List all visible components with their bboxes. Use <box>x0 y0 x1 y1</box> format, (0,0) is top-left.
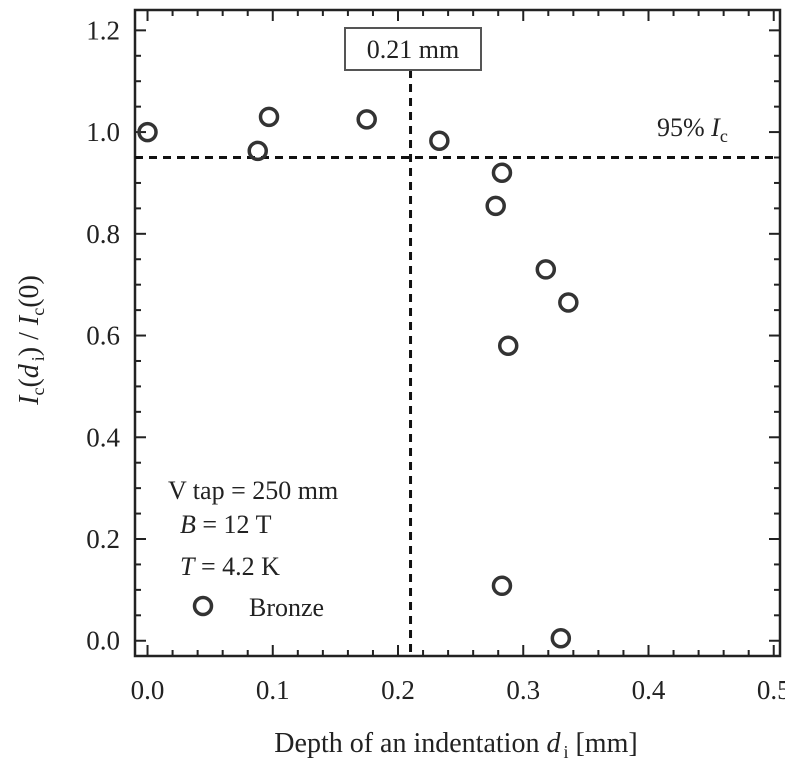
data-point <box>491 162 513 184</box>
plot-frame <box>133 8 782 658</box>
y-tick-label: 0.4 <box>86 422 120 452</box>
y-tick-label: 1.0 <box>86 117 120 147</box>
x-tick-label: 0.0 <box>131 675 165 705</box>
y-tick-label: 0.2 <box>86 524 120 554</box>
x-tick-label: 0.1 <box>256 675 290 705</box>
horizontal-ref-label: 95% Ic <box>657 113 728 146</box>
data-point <box>485 195 506 217</box>
y-tick-label: 0.0 <box>86 626 120 656</box>
data-point <box>429 130 450 151</box>
legend-label-bronze: Bronze <box>249 593 324 622</box>
axis-tick-labels: 0.0 0.1 0.2 0.3 0.4 0.5 0.0 0.2 0.4 0.6 0.8 1.0 1.2 <box>86 15 785 705</box>
axis-ticks <box>135 10 780 656</box>
legend-marker-bronze <box>192 595 214 617</box>
reference-lines <box>135 70 780 656</box>
legend: V tap = 250 mm B = 12 T T = 4.2 K Bronze <box>168 476 338 622</box>
legend-vtap: V tap = 250 mm <box>168 476 338 505</box>
legend-field: B = 12 T <box>180 510 272 539</box>
data-point <box>258 106 280 128</box>
x-tick-label: 0.3 <box>506 675 540 705</box>
data-point <box>535 259 557 280</box>
y-tick-label: 0.8 <box>86 219 120 249</box>
y-tick-label: 1.2 <box>86 15 120 45</box>
x-tick-label: 0.4 <box>632 675 666 705</box>
data-point <box>497 335 519 356</box>
data-point <box>356 109 377 130</box>
x-tick-label: 0.2 <box>381 675 415 705</box>
data-point <box>550 627 572 649</box>
data-point <box>247 140 268 162</box>
data-point <box>558 292 579 313</box>
data-point <box>491 575 513 597</box>
vertical-ref-label: 0.21 mm <box>367 35 459 64</box>
vertical-ref-label-box <box>344 27 482 71</box>
y-axis-title: Ic(di) / Ic(0) <box>14 275 48 406</box>
y-tick-label: 0.6 <box>86 321 120 351</box>
legend-temperature: T = 4.2 K <box>180 552 280 581</box>
data-point <box>137 121 158 143</box>
x-tick-label: 0.5 <box>757 675 785 705</box>
data-points <box>137 106 579 649</box>
